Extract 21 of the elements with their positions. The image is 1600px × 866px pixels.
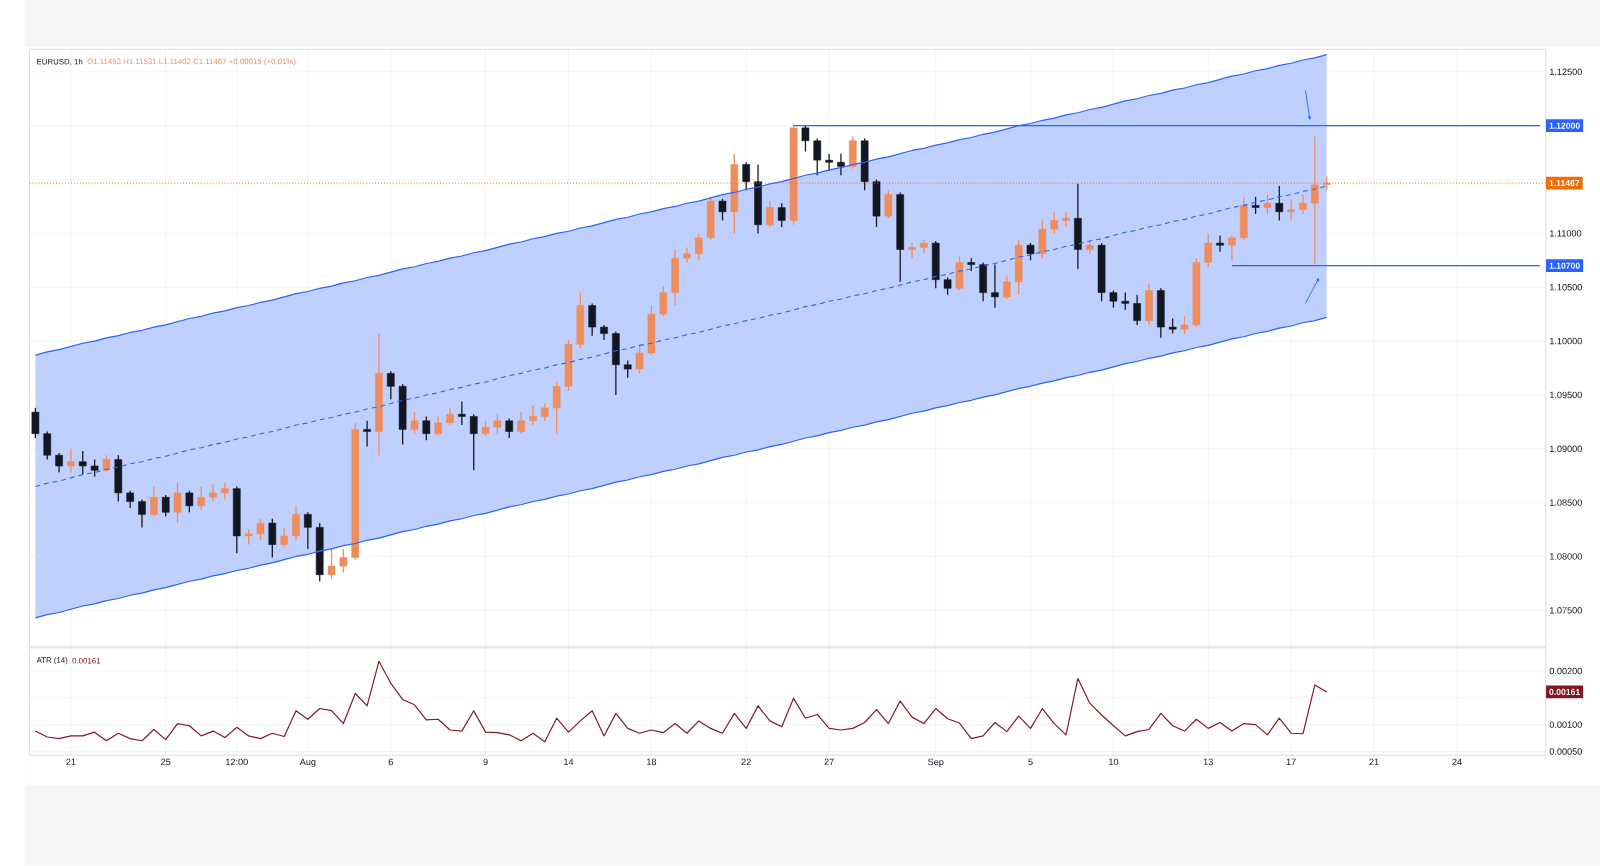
x-tick-label: Aug [299,758,316,768]
x-tick-label: 25 [161,758,171,766]
x-tick-label: 9 [483,758,488,766]
x-tick-label: 18 [647,758,657,766]
x-tick-label: 6 [388,758,393,766]
x-tick-label: 27 [824,758,834,766]
x-tick-label: 21 [1369,758,1379,766]
x-tick-label: 13 [1203,758,1213,766]
x-tick-label: 21 [66,758,76,766]
x-tick-label: 14 [564,758,574,766]
x-tick-label: 17 [1286,758,1296,766]
y-tick-label: 0.00200 [1549,667,1582,675]
x-tick-label: 22 [741,758,751,766]
x-tick-label: Sep [928,758,944,768]
x-tick-label: 12:00 [226,758,248,766]
x-tick-label: 10 [1109,758,1119,766]
text: 0.00161 [1549,689,1580,696]
y-tick-label: 0.00100 [1549,721,1582,729]
x-tick-label: 5 [1028,758,1033,766]
y-tick-label: 0.00050 [1549,748,1582,755]
x-tick-label: 24 [1452,758,1462,766]
